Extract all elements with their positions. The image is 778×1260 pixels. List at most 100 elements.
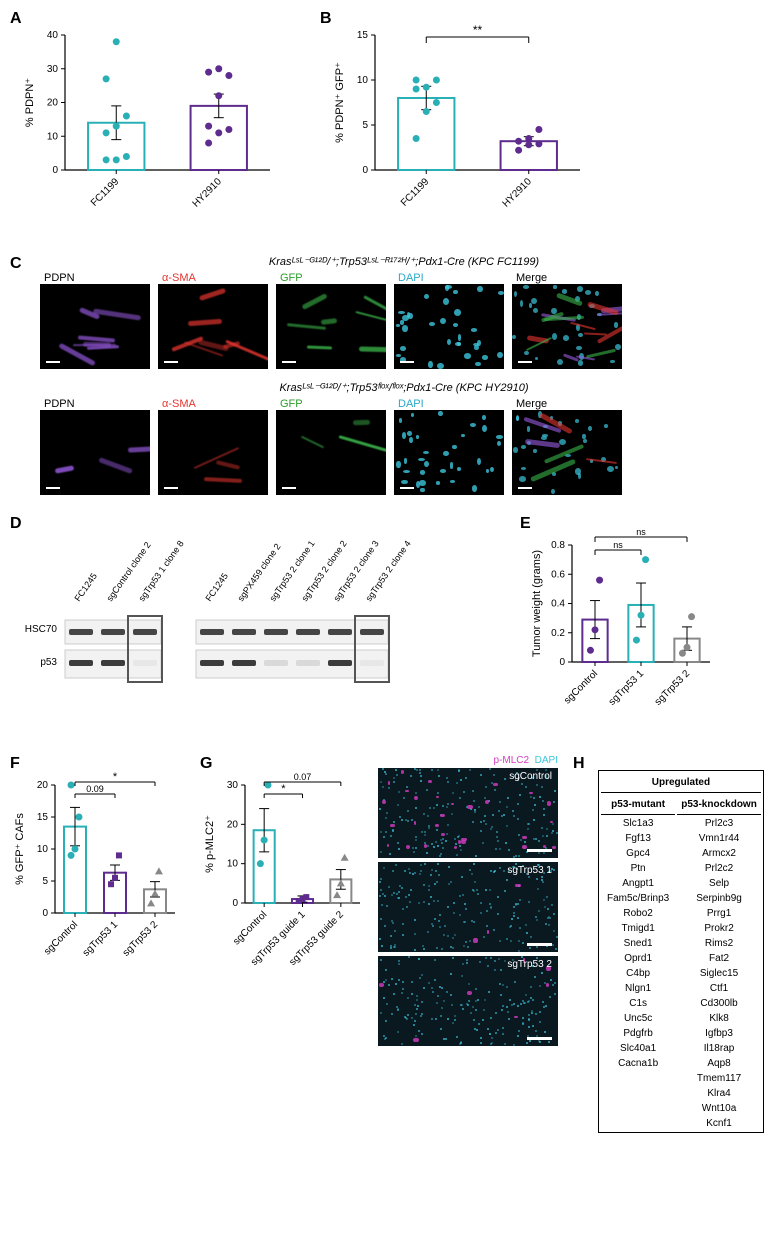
table-cell: Prl2c3 bbox=[677, 817, 761, 830]
micro-cell: α-SMA bbox=[158, 272, 268, 369]
svg-text:FC1199: FC1199 bbox=[89, 176, 122, 209]
micro-cell: DAPI bbox=[394, 272, 504, 369]
table-cell: Fam5c/Brinp3 bbox=[601, 892, 675, 905]
panel-c-label: C bbox=[10, 255, 22, 273]
micro-channel-label: α-SMA bbox=[158, 272, 268, 284]
svg-text:% p-MLC2⁺: % p-MLC2⁺ bbox=[204, 815, 216, 873]
microscopy-image bbox=[40, 410, 150, 495]
table-cell: Nlgn1 bbox=[601, 982, 675, 995]
svg-text:HY2910: HY2910 bbox=[501, 176, 535, 210]
table-row: PdgfrbIgfbp3 bbox=[601, 1027, 761, 1040]
panel-b-label: B bbox=[320, 10, 332, 28]
svg-text:30: 30 bbox=[47, 64, 59, 75]
panel-g-images: p-MLC2 DAPIsgControlsgTrp53 1sgTrp53 2 bbox=[378, 755, 558, 1050]
table-row: Wnt10a bbox=[601, 1102, 761, 1115]
ihc-image-label: sgTrp53 1 bbox=[507, 865, 552, 876]
table-cell: Ptn bbox=[601, 862, 675, 875]
table-cell: Gpc4 bbox=[601, 847, 675, 860]
svg-text:ns: ns bbox=[636, 527, 646, 537]
svg-text:sgTrp53 1: sgTrp53 1 bbox=[607, 668, 647, 708]
table-cell bbox=[601, 1117, 675, 1130]
table-cell: Tmem117 bbox=[677, 1072, 761, 1085]
table-row: Unc5cKlk8 bbox=[601, 1012, 761, 1025]
table-cell: Siglec15 bbox=[677, 967, 761, 980]
table-cell: Wnt10a bbox=[677, 1102, 761, 1115]
table-title: Upregulated bbox=[601, 773, 761, 793]
svg-text:0: 0 bbox=[362, 165, 368, 176]
panel-h: H Upregulatedp53-mutantp53-knockdownSlc1… bbox=[573, 755, 764, 1133]
panel-c: C Krasᴸˢᴸ⁻ᴳ¹²ᴰ/⁺;Trp53ᴸˢᴸ⁻ᴿ¹⁷²ᴴ/⁺;Pdx1-C… bbox=[10, 255, 768, 495]
table-cell: Cacna1b bbox=[601, 1057, 675, 1070]
micro-channel-label: PDPN bbox=[40, 398, 150, 410]
table-cell: Tmigd1 bbox=[601, 922, 675, 935]
table-cell: Klra4 bbox=[677, 1087, 761, 1100]
table-cell: Serpinb9g bbox=[677, 892, 761, 905]
table-cell: Il18rap bbox=[677, 1042, 761, 1055]
table-row: PtnPrl2c2 bbox=[601, 862, 761, 875]
table-row: Fgf13Vmn1r44 bbox=[601, 832, 761, 845]
ihc-image-label: sgControl bbox=[509, 771, 552, 782]
micro-channel-label: Merge bbox=[512, 398, 622, 410]
microscopy-image bbox=[512, 284, 622, 369]
table-cell: Slc1a3 bbox=[601, 817, 675, 830]
micro-cell: PDPN bbox=[40, 398, 150, 495]
panel-a-label: A bbox=[10, 10, 22, 28]
svg-text:FC1245: FC1245 bbox=[203, 571, 230, 603]
micro-channel-label: GFP bbox=[276, 272, 386, 284]
table-row: Sned1Rims2 bbox=[601, 937, 761, 950]
svg-text:HY2910: HY2910 bbox=[191, 176, 225, 210]
table-row: Klra4 bbox=[601, 1087, 761, 1100]
table-row: Slc1a3Prl2c3 bbox=[601, 817, 761, 830]
table-cell: Rims2 bbox=[677, 937, 761, 950]
svg-text:sgTrp53 2: sgTrp53 2 bbox=[653, 668, 693, 708]
svg-text:0.07: 0.07 bbox=[294, 772, 312, 782]
panel-e-label: E bbox=[520, 515, 531, 533]
microscopy-image bbox=[512, 410, 622, 495]
svg-text:10: 10 bbox=[37, 844, 49, 855]
table-row: Angpt1Selp bbox=[601, 877, 761, 890]
svg-text:0: 0 bbox=[559, 657, 565, 668]
svg-text:0: 0 bbox=[42, 908, 48, 919]
svg-text:0.09: 0.09 bbox=[86, 784, 104, 794]
svg-text:0.4: 0.4 bbox=[551, 599, 565, 610]
svg-text:FC1245: FC1245 bbox=[72, 571, 99, 603]
table-cell: Ctf1 bbox=[677, 982, 761, 995]
table-row: Gpc4Armcx2 bbox=[601, 847, 761, 860]
svg-text:5: 5 bbox=[42, 876, 48, 887]
table-row: Cacna1bAqp8 bbox=[601, 1057, 761, 1070]
table-row: Tmem117 bbox=[601, 1072, 761, 1085]
svg-text:sgControl: sgControl bbox=[231, 909, 269, 947]
svg-text:**: ** bbox=[473, 23, 483, 37]
micro-channel-label: DAPI bbox=[394, 398, 504, 410]
table-column-header: p53-knockdown bbox=[677, 795, 761, 815]
table-row: Fam5c/Brinp3Serpinb9g bbox=[601, 892, 761, 905]
table-cell: Prrg1 bbox=[677, 907, 761, 920]
svg-text:Tumor weight (grams): Tumor weight (grams) bbox=[531, 550, 543, 657]
table-cell: Kcnf1 bbox=[677, 1117, 761, 1130]
micro-channel-label: Merge bbox=[512, 272, 622, 284]
svg-text:HSC70: HSC70 bbox=[25, 624, 58, 635]
svg-text:5: 5 bbox=[362, 120, 368, 131]
microscopy-image bbox=[276, 284, 386, 369]
table-cell: Igfbp3 bbox=[677, 1027, 761, 1040]
microscopy-image bbox=[158, 284, 268, 369]
microscopy-image bbox=[158, 410, 268, 495]
microscopy-image bbox=[276, 410, 386, 495]
table-row: Slc40a1Il18rap bbox=[601, 1042, 761, 1055]
svg-text:20: 20 bbox=[37, 780, 49, 791]
table-row: Oprd1Fat2 bbox=[601, 952, 761, 965]
panel-g-legend: p-MLC2 DAPI bbox=[378, 755, 558, 766]
table-cell: C1s bbox=[601, 997, 675, 1010]
microscopy-image bbox=[40, 284, 150, 369]
svg-text:20: 20 bbox=[227, 819, 239, 830]
table-cell: Slc40a1 bbox=[601, 1042, 675, 1055]
table-cell: Fat2 bbox=[677, 952, 761, 965]
table-cell: Sned1 bbox=[601, 937, 675, 950]
panel-d: D FC1245sgControl clone 2sgTrp53 1 clone… bbox=[10, 515, 490, 700]
table-cell: C4bp bbox=[601, 967, 675, 980]
panel-e: E 00.20.40.60.8Tumor weight (grams)sgCon… bbox=[520, 515, 720, 730]
svg-text:10: 10 bbox=[47, 131, 59, 142]
svg-text:10: 10 bbox=[227, 859, 239, 870]
svg-text:sgControl: sgControl bbox=[562, 668, 600, 706]
table-row: Nlgn1Ctf1 bbox=[601, 982, 761, 995]
